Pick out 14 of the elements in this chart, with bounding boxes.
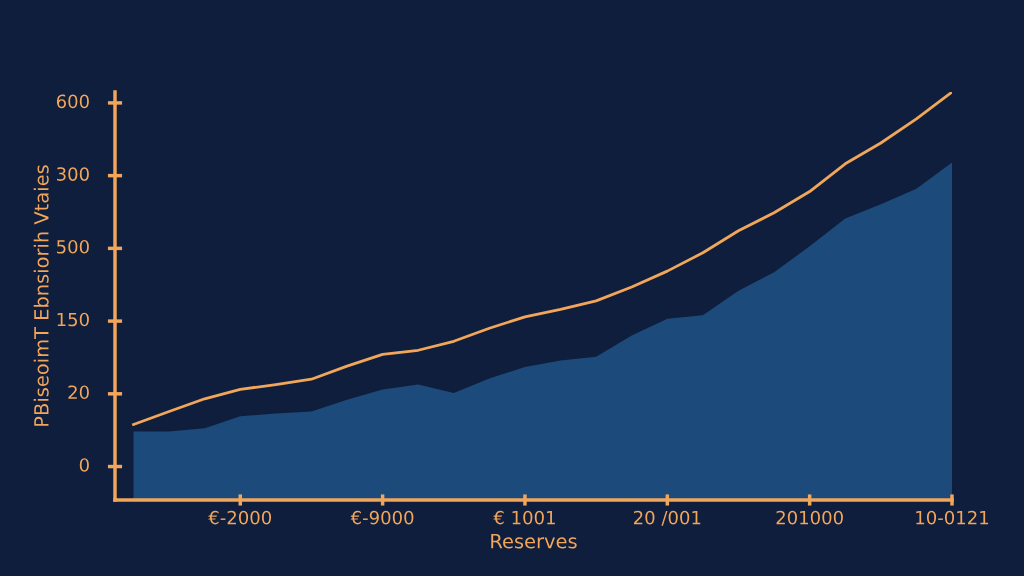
y-axis-title: PBiseoimT Ebnsiorih Vtaies	[33, 165, 49, 426]
text: 150	[57, 312, 89, 327]
x-tick-label: 20 /001	[634, 510, 701, 526]
x-axis-title: Reserves	[491, 534, 577, 549]
x-tick-label: €-9000	[350, 510, 414, 525]
text: 600	[56, 94, 89, 109]
text: 500	[57, 239, 89, 254]
text: 300	[57, 167, 89, 181]
text: 20	[68, 385, 89, 400]
x-tick-label: 201000	[776, 510, 843, 525]
x-tick-label: €-2000	[208, 510, 272, 525]
text: 0	[79, 458, 89, 472]
x-tick-label: € 1001	[493, 510, 555, 525]
x-tick-label: 10-0121	[916, 510, 989, 525]
